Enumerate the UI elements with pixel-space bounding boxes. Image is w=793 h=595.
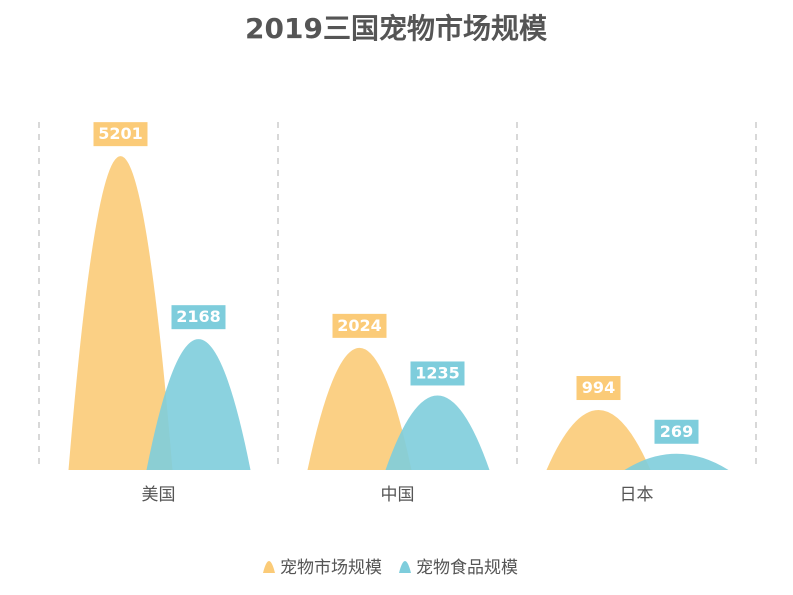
data-label-bg — [93, 122, 148, 147]
legend[interactable]: 宠物市场规模 宠物食品规模 — [263, 558, 518, 578]
legend-marker — [263, 561, 275, 573]
category-label: 美国 — [142, 485, 176, 505]
mountain-food-2[interactable] — [624, 453, 729, 470]
data-label-bg — [654, 419, 699, 444]
series-marks — [68, 156, 729, 470]
data-label-bg — [410, 361, 465, 386]
data-labels: 5201 2168 2024 1235 994 269 — [93, 122, 699, 444]
data-label: 269 — [660, 422, 693, 441]
legend-marker — [399, 561, 411, 573]
legend-label: 宠物食品规模 — [416, 558, 518, 578]
data-label: 994 — [582, 378, 615, 397]
data-label-bg — [332, 313, 387, 338]
data-label: 1235 — [415, 363, 460, 382]
grid-lines — [38, 122, 757, 470]
legend-label: 宠物市场规模 — [280, 558, 382, 578]
data-label: 5201 — [98, 124, 143, 143]
category-label: 中国 — [381, 485, 415, 505]
category-label: 日本 — [620, 485, 654, 505]
data-label: 2168 — [176, 307, 221, 326]
mountain-food-1[interactable] — [385, 395, 490, 470]
category-axis: 美国 中国 日本 — [142, 485, 654, 505]
legend-item[interactable]: 宠物食品规模 — [399, 558, 518, 578]
data-label-bg — [576, 376, 621, 401]
data-label: 2024 — [337, 316, 382, 335]
mountain-market-0[interactable] — [68, 156, 173, 470]
mountain-market-1[interactable] — [307, 347, 412, 470]
legend-item[interactable]: 宠物市场规模 — [263, 558, 382, 578]
chart-title: 2019三国宠物市场规模 — [245, 12, 548, 45]
mountain-food-0[interactable] — [146, 339, 251, 470]
mountain-market-2[interactable] — [546, 410, 651, 470]
data-label-bg — [171, 305, 226, 330]
